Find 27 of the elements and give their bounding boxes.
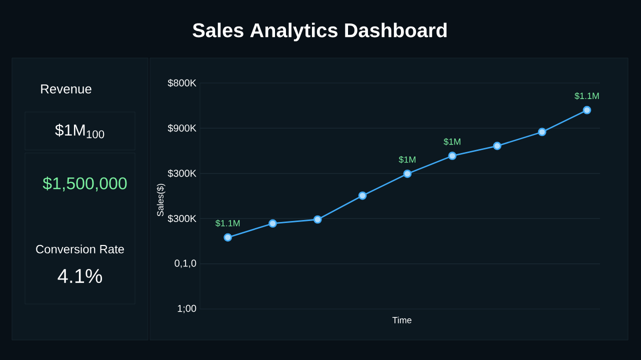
point [493,142,502,150]
point [448,152,456,160]
text: $800K [168,78,196,88]
point [268,219,277,228]
point [403,170,412,178]
text: $900K [168,124,196,132]
text: 1;00 [178,304,196,314]
text: 0,1,0 [174,260,196,268]
x-axis-title: Time [392,316,412,324]
text: $300K [168,169,196,178]
chart-title: Sales Analytics Dashboard [192,22,447,42]
annotation: $1M [398,156,416,164]
y-axis-title: Sales($) [156,184,166,216]
point [538,128,546,136]
text: Conversion Rate [36,244,124,254]
point [358,191,367,200]
point [313,215,322,224]
text: Revenue [41,84,92,94]
point [224,233,232,242]
text: $300K [168,214,196,223]
text: $1,500,000 [42,176,127,192]
text: $1M$_{100}$ [55,124,104,138]
text: 4.1% [58,269,102,283]
annotation: $1.1M [574,92,599,100]
annotation: $1.1M [215,220,240,227]
point [582,106,592,114]
annotation: $1M [444,138,460,146]
